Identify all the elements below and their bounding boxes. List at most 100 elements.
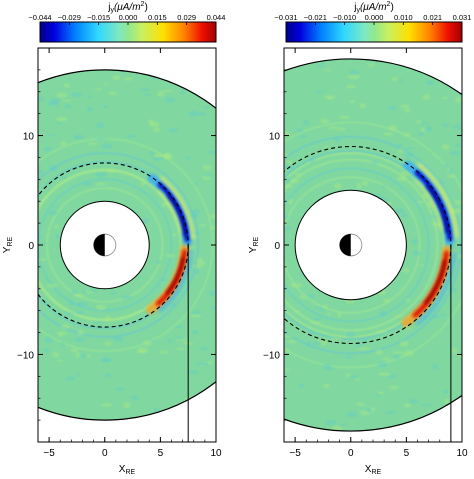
noise-speckle <box>441 123 451 127</box>
noise-speckle <box>401 213 408 218</box>
noise-speckle <box>122 402 131 409</box>
noise-speckle <box>182 341 192 344</box>
noise-speckle <box>336 127 346 131</box>
ripple-ring <box>284 150 448 340</box>
noise-speckle <box>131 395 139 400</box>
noise-speckle <box>121 295 133 300</box>
noise-speckle <box>60 342 65 346</box>
y-tick-label: −10 <box>17 350 34 361</box>
x-axis-label: XRE <box>365 464 382 476</box>
noise-speckle <box>295 128 304 133</box>
colorbar-tick-label: 0.010 <box>394 13 413 22</box>
noise-speckle <box>112 75 121 81</box>
noise-speckle <box>354 377 360 381</box>
colorbar-tick-label: 0.021 <box>423 13 442 22</box>
noise-speckle <box>87 94 93 99</box>
noise-speckle <box>349 70 359 76</box>
earth-night-side <box>93 234 105 256</box>
noise-speckle <box>449 168 454 174</box>
noise-speckle <box>360 338 367 343</box>
noise-speckle <box>140 307 145 310</box>
noise-speckle <box>371 160 378 165</box>
noise-speckle <box>382 298 391 303</box>
x-tick-label: −5 <box>289 448 301 459</box>
noise-speckle <box>381 357 391 361</box>
noise-speckle <box>391 351 404 355</box>
noise-speckle <box>431 222 441 227</box>
noise-speckle <box>71 290 78 295</box>
x-tick-label: 0 <box>102 448 108 459</box>
noise-speckle <box>170 303 176 308</box>
noise-speckle <box>395 208 405 214</box>
noise-speckle <box>188 370 199 375</box>
panel-2: −0.031 −0.021 −0.010 0.000 0.010 0.021 0.031 jy… <box>248 1 471 476</box>
noise-speckle <box>203 86 215 93</box>
noise-speckle <box>59 430 70 432</box>
noise-speckle <box>175 347 186 350</box>
noise-speckle <box>443 96 448 99</box>
noise-speckle <box>156 90 165 97</box>
noise-speckle <box>426 80 435 86</box>
noise-speckle <box>299 135 307 139</box>
noise-speckle <box>416 201 424 204</box>
noise-speckle <box>347 74 360 80</box>
noise-speckle <box>400 104 410 109</box>
noise-speckle <box>391 77 399 82</box>
noise-speckle <box>290 283 303 288</box>
noise-speckle <box>187 213 199 217</box>
noise-speckle <box>293 434 300 438</box>
noise-speckle <box>96 304 107 311</box>
noise-speckle <box>210 213 216 219</box>
noise-speckle <box>142 93 151 97</box>
colorbar-tick-label: 0.029 <box>177 13 196 22</box>
colorbar-title: jy(μA/m2) <box>107 1 148 14</box>
noise-speckle <box>108 91 118 96</box>
noise-speckle <box>197 112 206 116</box>
noise-speckle <box>396 176 407 182</box>
noise-speckle <box>75 352 81 358</box>
noise-speckle <box>402 268 410 273</box>
colorbar: −0.044 −0.029 −0.015 0.000 0.015 0.029 0.044 jy… <box>28 1 225 43</box>
x-tick-label: −5 <box>43 448 55 459</box>
noise-speckle <box>403 132 411 137</box>
noise-speckle <box>400 170 410 177</box>
noise-speckle <box>387 201 392 205</box>
noise-speckle <box>368 63 375 67</box>
noise-speckle <box>109 291 117 295</box>
noise-speckle <box>96 137 107 141</box>
noise-speckle <box>69 301 75 307</box>
noise-speckle <box>193 264 204 269</box>
noise-speckle <box>334 137 341 142</box>
noise-speckle <box>317 64 325 67</box>
noise-speckle <box>63 83 71 88</box>
noise-speckle <box>448 287 458 292</box>
noise-speckle <box>435 433 443 437</box>
noise-speckle <box>43 348 50 353</box>
noise-speckle <box>152 49 157 52</box>
current-band <box>158 250 194 313</box>
noise-speckle <box>314 306 325 310</box>
noise-speckle <box>421 403 432 407</box>
noise-speckle <box>56 92 68 98</box>
current-band <box>157 190 182 234</box>
ripple-ring <box>284 158 439 332</box>
noise-speckle <box>202 106 209 109</box>
current-band <box>424 259 446 305</box>
noise-speckle <box>284 162 289 165</box>
noise-speckle <box>48 210 58 216</box>
noise-speckle <box>125 134 137 138</box>
noise-speckle <box>38 242 48 245</box>
noise-speckle <box>409 399 418 405</box>
noise-speckle <box>161 425 168 428</box>
noise-speckle <box>309 157 316 164</box>
noise-speckle <box>349 375 359 379</box>
noise-speckle <box>46 134 55 137</box>
colorbar-tick-label: −0.010 <box>333 13 356 22</box>
noise-speckle <box>388 125 398 131</box>
noise-speckle <box>284 225 291 231</box>
noise-speckle <box>168 128 179 133</box>
current-density-field <box>38 49 216 442</box>
noise-speckle <box>68 67 73 69</box>
noise-speckle <box>85 290 94 294</box>
